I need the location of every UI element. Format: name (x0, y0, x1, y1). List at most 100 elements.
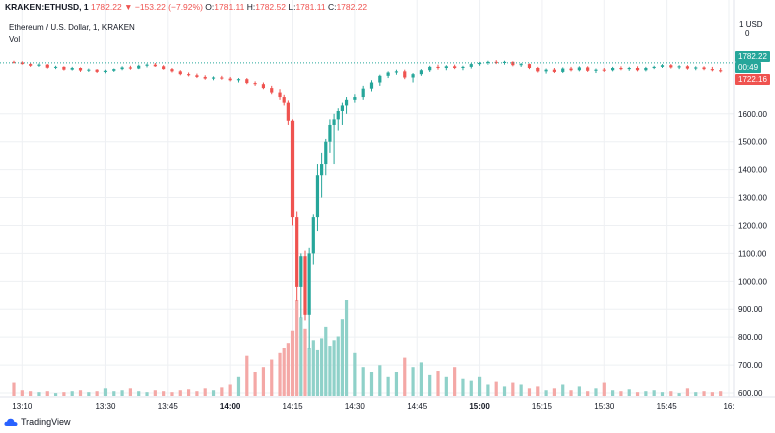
candle-body (299, 256, 303, 287)
price-change: ▼ −153.22 (−7.92%) (124, 2, 203, 12)
price-axis[interactable]: 600.00 700.00 800.00 900.00 1000.00 1100.00 12… (738, 110, 767, 398)
time-tick-label: 13:30 (95, 402, 116, 411)
candle-body (627, 68, 631, 70)
volume-bar (536, 386, 540, 396)
candle-body (669, 65, 673, 68)
candle-body (12, 61, 16, 63)
candle-body (324, 141, 328, 165)
volume-bar (369, 372, 374, 396)
volume-bar (162, 391, 166, 396)
candle-body (307, 253, 311, 315)
candle-body (282, 97, 286, 103)
close-value: 1782.22 (336, 2, 368, 12)
volume-bar (502, 386, 507, 396)
candle-body (710, 69, 714, 71)
candle-body (586, 67, 590, 71)
volume-bar (112, 391, 116, 396)
candle-body (469, 64, 473, 67)
price-tick-label: 1500.00 (738, 138, 767, 147)
volume-bar (270, 359, 274, 396)
candle-body (685, 66, 690, 69)
volume-bar (340, 319, 345, 396)
volume-bars (12, 300, 723, 396)
volume-bar (336, 336, 340, 396)
branding[interactable]: TradingView (4, 417, 71, 427)
volume-bar (12, 382, 16, 396)
volume-bar (236, 376, 241, 396)
currency-selector[interactable]: 1 USD 0 (739, 20, 775, 38)
volume-bar (594, 388, 598, 396)
currency-label[interactable]: USD (745, 20, 763, 29)
volume-bar (178, 390, 182, 396)
candle-body (186, 74, 191, 76)
candle-body (519, 64, 523, 66)
volume-bar (315, 349, 320, 396)
candle-body (602, 69, 606, 71)
low-label: L: (288, 2, 296, 12)
price-tick-label: 1400.00 (738, 166, 767, 175)
candle-body (344, 99, 349, 106)
volume-bar (253, 372, 257, 396)
volume-bar (286, 343, 290, 396)
volume-bar (644, 391, 648, 396)
chart-subtitle: Ethereum / U.S. Dollar, 1, KRAKEN Vol (9, 22, 135, 46)
price-tick-label: 600.00 (738, 389, 763, 398)
time-axis[interactable]: 13:10 13:30 13:45 14:00 14:15 14:30 14:45 15:00… (12, 402, 734, 411)
volume-bar (311, 340, 315, 396)
candle-body (253, 83, 257, 85)
candle-body (53, 66, 58, 68)
volume-bar (261, 367, 266, 396)
volume-bar (299, 317, 303, 396)
volume-bar (378, 365, 382, 396)
candle-body (295, 217, 299, 287)
volume-bar (62, 392, 66, 396)
close-label: C: (327, 2, 337, 12)
candle-body (486, 61, 490, 63)
candle-body (702, 67, 706, 70)
volume-bar (20, 390, 24, 396)
symbol-name[interactable]: KRAKEN:ETHUSD, 1 (5, 2, 89, 12)
volume-bar (324, 326, 328, 396)
candle-body (453, 66, 457, 69)
candle-body (494, 61, 498, 63)
volume-bar (494, 381, 498, 396)
volume-label[interactable]: Vol (9, 35, 21, 44)
candle-body (619, 68, 623, 70)
volume-bar (685, 388, 690, 396)
candle-body (270, 88, 274, 93)
volume-bar (710, 392, 714, 396)
volume-bar (95, 391, 99, 396)
candle-body (37, 64, 41, 66)
candle-body (45, 64, 49, 68)
candle-body (694, 67, 698, 69)
volume-bar (386, 376, 390, 396)
volume-bar (561, 384, 565, 396)
candle-body (386, 72, 390, 76)
settings-glyph[interactable]: 1 (739, 20, 744, 29)
low-value: 1781.11 (295, 2, 326, 12)
volume-bar (170, 392, 174, 396)
candle-body (29, 64, 33, 66)
candle-body (511, 61, 515, 66)
time-tick-label: 14:30 (345, 402, 366, 411)
time-tick-label: 15:00 (469, 402, 490, 411)
volume-bar (211, 390, 216, 396)
volume-bar (577, 386, 581, 396)
price-tick-label: 1100.00 (738, 249, 767, 258)
candle-body (569, 68, 573, 71)
time-tick-label: 13:45 (158, 402, 179, 411)
volume-bar (203, 388, 207, 396)
volume-bar (453, 367, 457, 396)
candle-body (394, 71, 399, 73)
candle-body (403, 71, 407, 78)
volume-bar (660, 392, 665, 396)
candle-body (211, 77, 216, 79)
volume-bar (694, 392, 698, 396)
volume-bar (719, 391, 723, 396)
zero-glyph[interactable]: 0 (745, 29, 750, 38)
volume-bar (353, 352, 357, 396)
volume-bar (186, 389, 191, 396)
volume-bar (120, 390, 124, 396)
chart-grid (0, 0, 734, 397)
